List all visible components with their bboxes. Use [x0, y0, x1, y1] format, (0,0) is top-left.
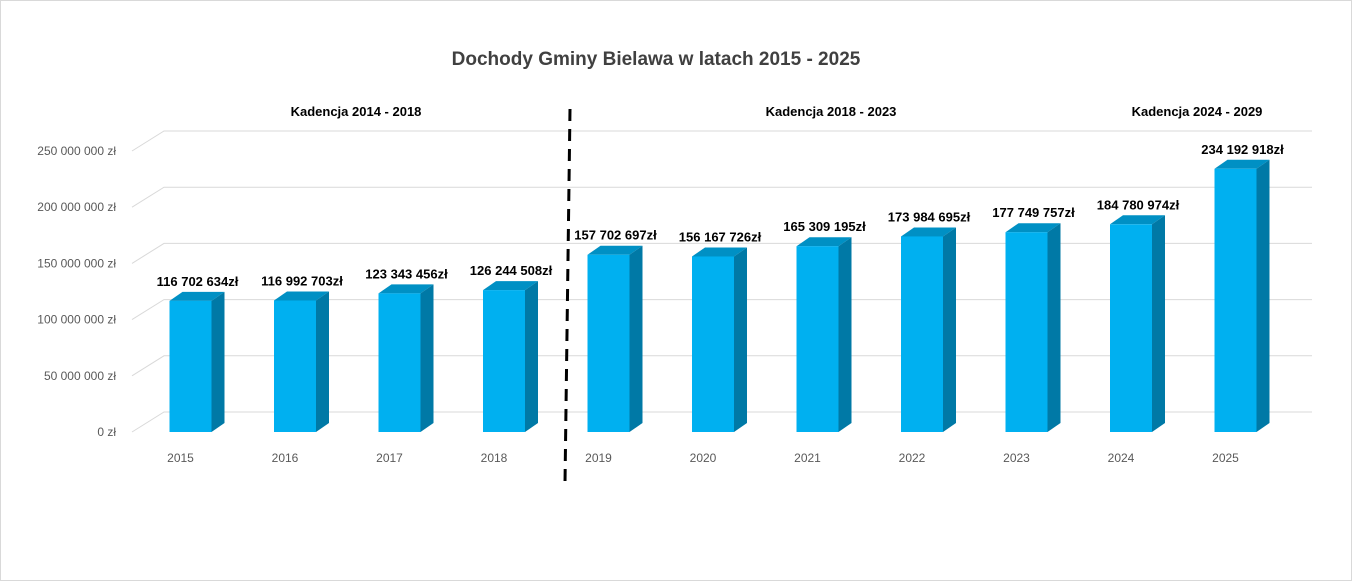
- bar: [796, 237, 852, 432]
- x-tick-label: 2019: [585, 451, 612, 465]
- bar-front: [378, 293, 421, 432]
- data-label: 116 992 703zł: [261, 274, 343, 289]
- y-tick-label: 250 000 000 zł: [37, 144, 116, 158]
- bar: [378, 284, 434, 432]
- y-tick-label: 0 zł: [97, 425, 116, 439]
- bar-top: [692, 247, 747, 257]
- bar-front: [169, 300, 212, 432]
- bar: [274, 291, 329, 432]
- data-labels: 116 702 634zł 116 992 703zł 123 343 456zł 1…: [157, 142, 1284, 289]
- bar-side: [211, 291, 225, 432]
- bar-side: [1256, 159, 1270, 433]
- gridline: [131, 130, 1312, 152]
- bar: [1005, 223, 1061, 432]
- data-label: 156 167 726zł: [679, 229, 762, 244]
- bar-front: [796, 246, 839, 432]
- bar-top: [901, 227, 956, 237]
- bar: [169, 291, 225, 432]
- y-tick-label: 150 000 000 zł: [37, 256, 116, 270]
- x-tick-label: 2017: [376, 451, 403, 465]
- x-tick-label: 2022: [899, 451, 926, 465]
- bar-side: [525, 281, 538, 432]
- data-label: 234 192 918zł: [1201, 142, 1284, 157]
- data-label: 116 702 634zł: [157, 274, 239, 289]
- y-axis-labels: 0 zł 50 000 000 zł 100 000 000 zł 150 000 0…: [37, 144, 116, 439]
- x-tick-label: 2016: [272, 451, 299, 465]
- y-tick-label: 50 000 000 zł: [44, 369, 116, 383]
- x-tick-label: 2023: [1003, 451, 1030, 465]
- x-tick-label: 2015: [167, 451, 194, 465]
- bar-top: [587, 245, 643, 255]
- kadencja-label-2: Kadencja 2018 - 2023: [766, 104, 897, 119]
- bar-side: [734, 247, 747, 432]
- bar-front: [1005, 232, 1048, 432]
- bar: [1214, 159, 1270, 433]
- bar-front: [901, 236, 943, 432]
- bar-front: [587, 254, 630, 432]
- y-tick-label: 100 000 000 zł: [37, 313, 116, 327]
- bars: [169, 159, 1270, 433]
- kadencja-label-1: Kadencja 2014 - 2018: [291, 104, 422, 119]
- bar-top: [1214, 159, 1270, 169]
- bar: [483, 281, 538, 432]
- bar-front: [1214, 168, 1257, 433]
- bar: [692, 247, 747, 432]
- data-label: 126 244 508zł: [470, 263, 553, 278]
- data-label: 157 702 697zł: [574, 228, 657, 243]
- y-tick-label: 200 000 000 zł: [37, 200, 116, 214]
- bar: [1110, 215, 1165, 432]
- x-tick-label: 2025: [1212, 451, 1239, 465]
- bar: [587, 245, 643, 432]
- bar-top: [1005, 223, 1061, 233]
- x-tick-label: 2021: [794, 451, 821, 465]
- bar-side: [629, 245, 643, 432]
- chart-title: Dochody Gminy Bielawa w latach 2015 - 20…: [452, 49, 861, 70]
- bar-side: [838, 237, 852, 432]
- gridline: [131, 186, 1312, 208]
- kadencja-label-3: Kadencja 2024 - 2029: [1132, 104, 1263, 119]
- bar-side: [1047, 223, 1061, 432]
- bar-top: [796, 237, 852, 247]
- bar-front: [274, 300, 316, 432]
- data-label: 165 309 195zł: [783, 219, 866, 234]
- bar-top: [1110, 215, 1165, 225]
- x-tick-label: 2018: [481, 451, 508, 465]
- data-label: 177 749 757zł: [992, 205, 1075, 220]
- bar-side: [316, 291, 329, 432]
- x-axis-labels: 2015 2016 2017 2018 2019 2020 2021 2022 2023 2024…: [167, 451, 1239, 465]
- data-label: 184 780 974zł: [1097, 197, 1180, 212]
- bar: [901, 227, 956, 432]
- bar-top: [274, 291, 329, 301]
- bar-front: [692, 256, 734, 432]
- x-tick-label: 2024: [1108, 451, 1135, 465]
- bar-side: [943, 227, 956, 432]
- bar-top: [378, 284, 434, 294]
- bar-top: [483, 281, 538, 291]
- bar-top: [169, 291, 225, 301]
- data-label: 173 984 695zł: [888, 209, 971, 224]
- bar-side: [420, 284, 434, 432]
- bar-front: [483, 290, 525, 432]
- data-label: 123 343 456zł: [365, 266, 448, 281]
- x-tick-label: 2020: [690, 451, 717, 465]
- bar-side: [1152, 215, 1165, 432]
- bar-front: [1110, 224, 1152, 432]
- kadencja-divider: [563, 108, 572, 484]
